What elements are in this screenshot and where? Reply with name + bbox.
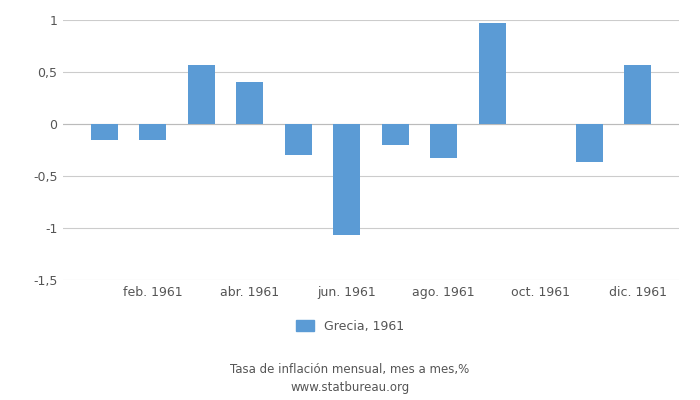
- Bar: [576, 124, 603, 162]
- Bar: [624, 65, 651, 124]
- Bar: [91, 124, 118, 140]
- Bar: [430, 124, 457, 158]
- Bar: [188, 65, 215, 124]
- Bar: [479, 23, 505, 124]
- Legend: Grecia, 1961: Grecia, 1961: [290, 315, 410, 338]
- Bar: [285, 124, 312, 155]
- Bar: [237, 82, 263, 124]
- Bar: [333, 124, 360, 235]
- Text: Tasa de inflación mensual, mes a mes,%: Tasa de inflación mensual, mes a mes,%: [230, 364, 470, 376]
- Bar: [382, 124, 409, 145]
- Bar: [139, 124, 166, 140]
- Text: www.statbureau.org: www.statbureau.org: [290, 382, 410, 394]
